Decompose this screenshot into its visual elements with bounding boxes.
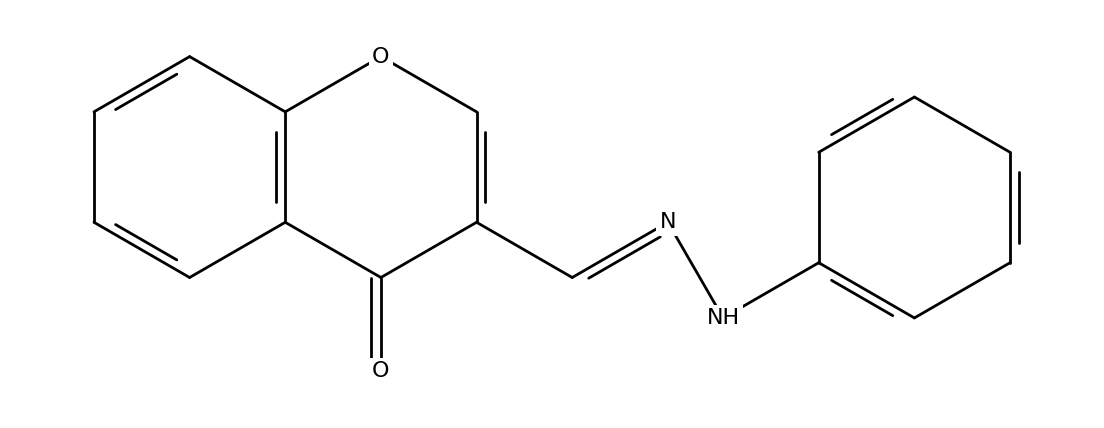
Text: O: O [372, 361, 390, 381]
Text: NH: NH [707, 308, 740, 328]
Text: N: N [659, 212, 676, 232]
Text: O: O [372, 47, 390, 67]
